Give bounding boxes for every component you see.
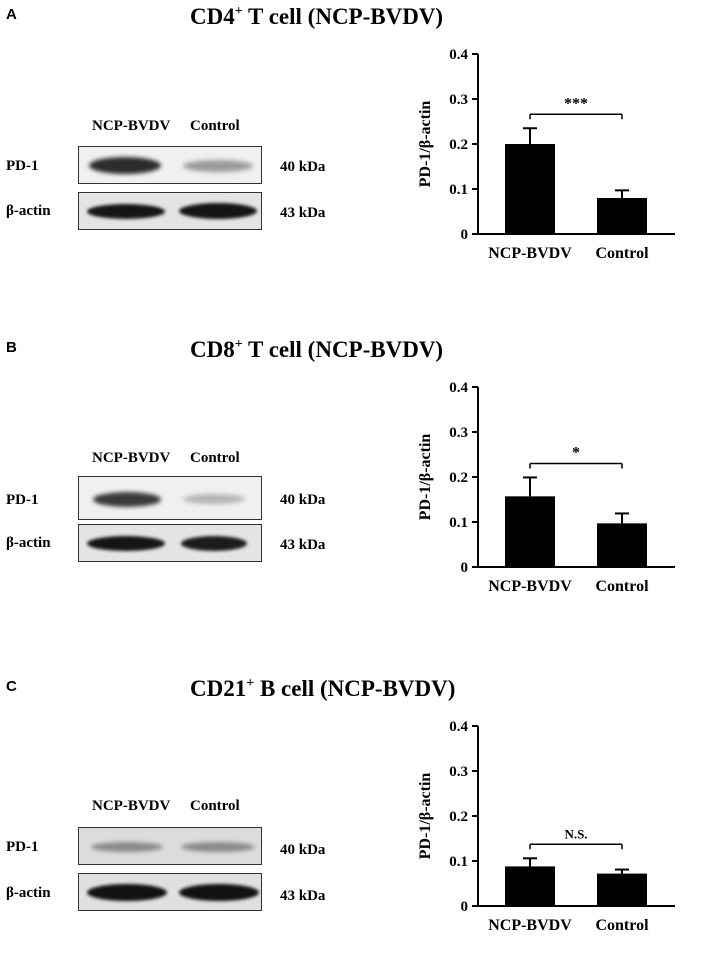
panel-letter: B	[6, 339, 17, 356]
y-tick-label: 0.3	[449, 92, 468, 108]
bar-chart: 0 0.1 0.2 0.3 0.4 PD-1/β-actin NCP-BVDV Control…	[417, 47, 675, 262]
y-tick-label: 0.2	[449, 137, 468, 153]
bar	[505, 866, 555, 906]
bar	[505, 496, 555, 567]
band-ncp	[91, 842, 163, 852]
kda-pd1: 40 kDa	[280, 492, 326, 508]
lane-label-ncp: NCP-BVDV	[92, 798, 171, 814]
bar	[597, 198, 647, 234]
panel-title: CD8+ T cell (NCP-BVDV)	[190, 337, 443, 363]
y-tick-label: 0.1	[449, 854, 468, 870]
blot-actin	[78, 192, 262, 230]
blot-pd1	[78, 476, 262, 520]
y-tick-label: 0.4	[449, 380, 468, 396]
title-sup: +	[234, 4, 243, 19]
title-cell: CD8	[190, 337, 235, 362]
band-control	[183, 160, 253, 172]
y-tick-label: 0.2	[449, 809, 468, 825]
title-cell: CD4	[190, 4, 235, 29]
lane-label-ncp: NCP-BVDV	[92, 118, 171, 134]
y-axis-label: PD-1/β-actin	[417, 773, 434, 860]
title-rest: T cell (NCP-BVDV)	[242, 337, 444, 362]
panel-letter: C	[6, 678, 17, 695]
band-control	[181, 842, 255, 852]
x-tick-label: Control	[595, 245, 649, 262]
y-tick-label: 0	[461, 899, 469, 915]
band-ncp	[87, 204, 165, 219]
row-label-pd1: PD-1	[6, 158, 39, 174]
y-tick-label: 0.2	[449, 470, 468, 486]
y-tick-label: 0.3	[449, 425, 468, 441]
title-rest: T cell (NCP-BVDV)	[242, 4, 444, 29]
y-tick-label: 0.1	[449, 515, 468, 531]
lane-label-control: Control	[190, 118, 240, 134]
row-label-pd1: PD-1	[6, 839, 39, 855]
title-cell: CD21	[190, 676, 247, 701]
y-tick-label: 0.4	[449, 47, 468, 63]
band-ncp	[89, 157, 161, 174]
band-control	[179, 203, 257, 219]
panel-b: B CD8+ T cell (NCP-BVDV) NCP-BVDV Contro…	[0, 337, 702, 637]
panel-letter: A	[6, 6, 17, 23]
x-tick-label: Control	[595, 578, 649, 595]
panel-title: CD21+ B cell (NCP-BVDV)	[190, 676, 455, 702]
blot-pd1	[78, 146, 262, 184]
kda-actin: 43 kDa	[280, 205, 326, 221]
x-tick-label: NCP-BVDV	[488, 917, 572, 934]
row-label-pd1: PD-1	[6, 492, 39, 508]
y-tick-label: 0.4	[449, 719, 468, 735]
band-control	[181, 536, 247, 551]
panel-a: A CD4+ T cell (NCP-BVDV) NCP-BVDV Contro…	[0, 4, 702, 304]
row-label-actin: β-actin	[6, 535, 51, 551]
row-label-actin: β-actin	[6, 885, 51, 901]
significance-label: ***	[564, 95, 588, 112]
kda-pd1: 40 kDa	[280, 159, 326, 175]
kda-actin: 43 kDa	[280, 537, 326, 553]
lane-label-ncp: NCP-BVDV	[92, 450, 171, 466]
band-ncp	[87, 884, 167, 901]
title-rest: B cell (NCP-BVDV)	[254, 676, 456, 701]
x-tick-label: NCP-BVDV	[488, 578, 572, 595]
band-ncp	[87, 536, 165, 551]
significance-label: *	[572, 444, 580, 461]
blot-pd1	[78, 827, 262, 865]
x-tick-label: Control	[595, 917, 649, 934]
y-tick-label: 0.1	[449, 182, 468, 198]
panel-title: CD4+ T cell (NCP-BVDV)	[190, 4, 443, 30]
blot-actin	[78, 873, 262, 911]
bar	[505, 144, 555, 234]
bar	[597, 873, 647, 906]
significance-label: N.S.	[564, 826, 587, 841]
lane-label-control: Control	[190, 798, 240, 814]
band-control	[183, 494, 245, 504]
x-tick-label: NCP-BVDV	[488, 245, 572, 262]
y-tick-label: 0	[461, 560, 469, 576]
y-axis-label: PD-1/β-actin	[417, 434, 434, 521]
y-tick-label: 0.3	[449, 764, 468, 780]
bar-chart: 0 0.1 0.2 0.3 0.4 PD-1/β-actin NCP-BVDV Control…	[417, 380, 675, 595]
blot-actin	[78, 524, 262, 562]
title-sup: +	[234, 337, 243, 352]
bar-chart: 0 0.1 0.2 0.3 0.4 PD-1/β-actin NCP-BVDV Control…	[417, 719, 675, 934]
y-axis-label: PD-1/β-actin	[417, 101, 434, 188]
bar	[597, 523, 647, 567]
kda-actin: 43 kDa	[280, 888, 326, 904]
panel-c: C CD21+ B cell (NCP-BVDV) NCP-BVDV Contr…	[0, 676, 702, 976]
lane-label-control: Control	[190, 450, 240, 466]
y-tick-label: 0	[461, 227, 469, 243]
band-ncp	[93, 492, 161, 507]
band-control	[179, 884, 259, 901]
kda-pd1: 40 kDa	[280, 842, 326, 858]
title-sup: +	[246, 676, 255, 691]
row-label-actin: β-actin	[6, 203, 51, 219]
